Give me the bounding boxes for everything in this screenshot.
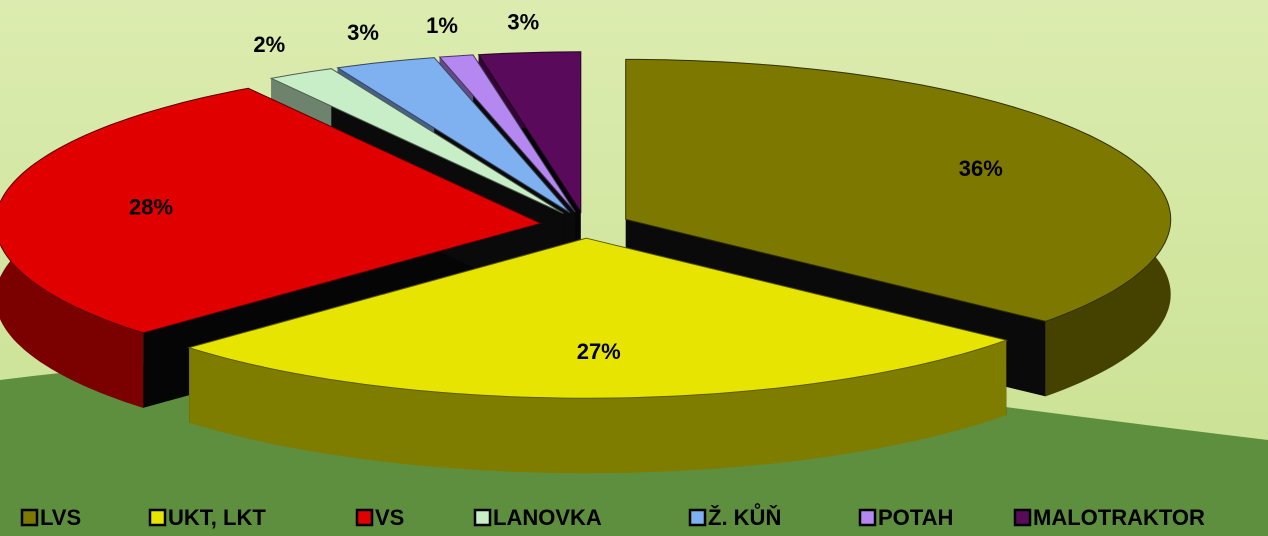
legend-swatch [20,508,39,527]
data-label: 28% [129,195,173,220]
slice [477,51,582,214]
slice-side [189,340,1007,474]
legend-label: LVS [40,505,81,530]
data-label: 3% [347,20,379,45]
slice [0,87,542,334]
slice [269,68,564,214]
legend-swatch [355,508,374,527]
data-label: 3% [507,9,539,34]
legend: LVS UKT, LKT VS LANOVKA Ž. KŮŇ POTAH MALOTRAKT… [20,502,1205,530]
legend-swatch [688,508,707,527]
legend-label: VS [375,505,404,530]
legend-swatch [473,508,492,527]
pie: 36% 27% 28% 2% 3% 1% 3% [0,9,1172,474]
slice [336,57,571,214]
data-label: 2% [253,32,285,57]
legend-label: UKT, LKT [168,505,266,530]
legend-swatch [148,508,167,527]
legend-label: MALOTRAKTOR [1033,505,1205,530]
slice [187,237,1009,399]
data-label: 36% [959,156,1003,181]
legend-swatch [1013,508,1032,527]
legend-swatch [858,508,877,527]
legend-label: LANOVKA [493,505,602,530]
data-label: 27% [577,339,621,364]
slice [438,54,576,213]
legend-label: Ž. KŮŇ [708,502,781,530]
legend-label: POTAH [878,505,953,530]
data-label: 1% [426,13,458,38]
slice [625,58,1172,322]
